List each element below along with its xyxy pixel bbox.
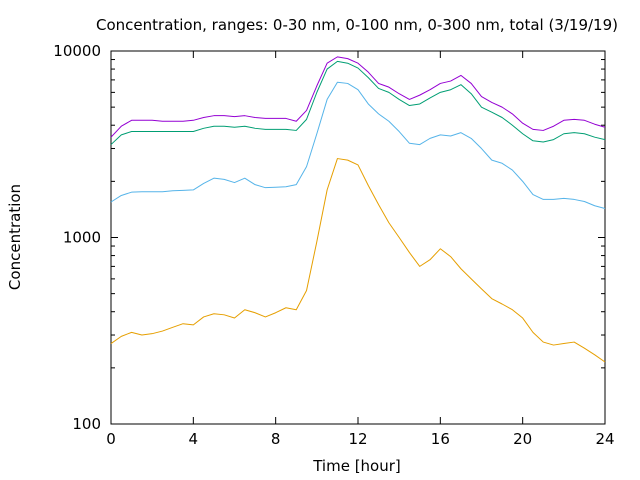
axis-ticks	[110, 50, 606, 425]
x-tick-label: 4	[189, 430, 199, 448]
x-tick-label: 8	[271, 430, 281, 448]
plot-border	[110, 50, 606, 425]
y-axis-title: Concentration	[6, 184, 24, 290]
series-group	[110, 56, 606, 363]
y-tick-label: 100	[72, 415, 101, 433]
series-line-2	[110, 81, 606, 210]
plot-frame	[110, 50, 606, 425]
series-line-4	[110, 56, 606, 138]
y-tick-label: 10000	[53, 42, 101, 60]
series-line-1	[110, 158, 606, 363]
x-axis-title: Time [hour]	[312, 457, 401, 475]
x-tick-label: 12	[348, 430, 367, 448]
chart-title: Concentration, ranges: 0-30 nm, 0-100 nm…	[96, 16, 618, 34]
x-tick-label: 24	[595, 430, 614, 448]
y-tick-label: 1000	[63, 229, 101, 247]
x-tick-label: 16	[431, 430, 450, 448]
tick-labels: 0 4 8 12 16 20 24 100 1000 10000	[53, 42, 614, 448]
x-tick-label: 0	[106, 430, 116, 448]
series-line-3	[110, 60, 606, 145]
x-tick-label: 20	[513, 430, 532, 448]
